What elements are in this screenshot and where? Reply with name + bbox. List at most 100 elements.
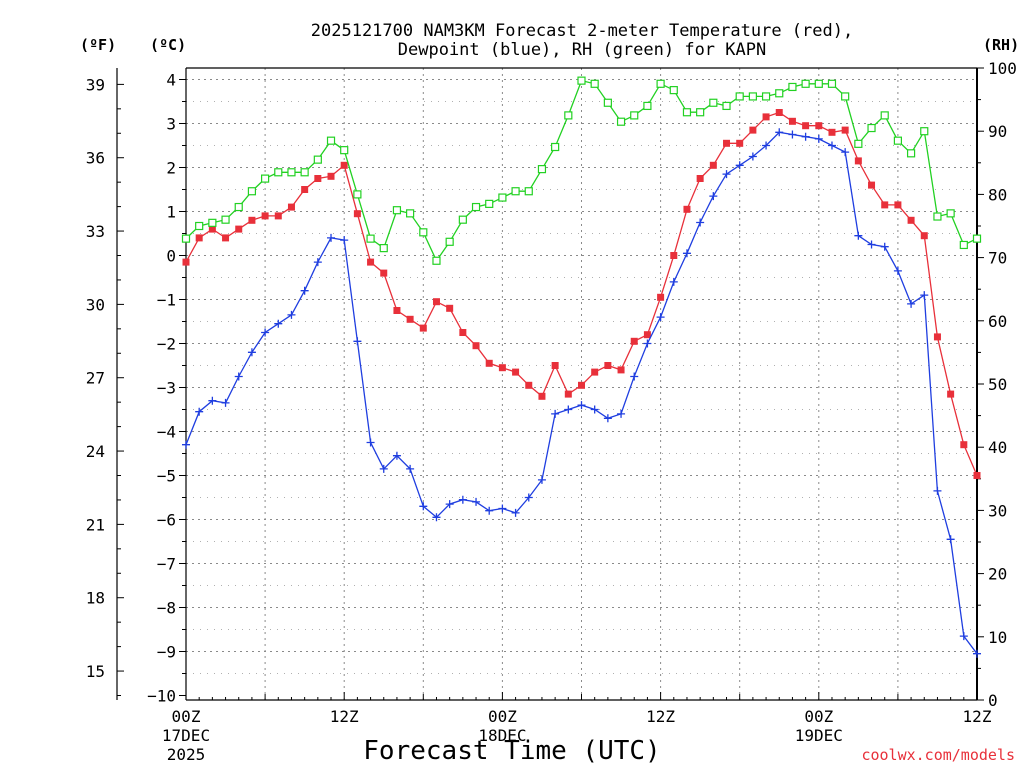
dewpoint-point bbox=[419, 502, 428, 511]
rh-point bbox=[669, 86, 678, 95]
rh-point bbox=[458, 215, 467, 224]
rh-point bbox=[959, 240, 968, 250]
rh-point bbox=[709, 98, 718, 107]
dewpoint-point bbox=[247, 348, 256, 357]
rh-point bbox=[471, 202, 481, 212]
dewpoint-point bbox=[788, 130, 797, 139]
rh-point bbox=[326, 136, 336, 145]
temperature-point bbox=[432, 298, 440, 306]
dewpoint-point bbox=[907, 299, 916, 308]
dewpoint-point bbox=[182, 440, 190, 449]
rh-tick-label: 90 bbox=[988, 122, 1007, 141]
dewpoint-point bbox=[353, 337, 362, 346]
dewpoint-point bbox=[327, 233, 336, 242]
credit-watermark: coolwx.com/models bbox=[861, 746, 1015, 764]
dewpoint-point bbox=[590, 405, 599, 414]
rh-point bbox=[775, 89, 784, 98]
temperature-point bbox=[274, 212, 282, 220]
rh-point bbox=[181, 234, 191, 243]
rh-point bbox=[234, 202, 243, 212]
dewpoint-point bbox=[366, 438, 375, 447]
temperature-point bbox=[208, 225, 216, 233]
celsius-tick-label: −9 bbox=[157, 643, 176, 662]
rh-point bbox=[274, 168, 283, 177]
fahrenheit-unit-label: (ºF) bbox=[80, 36, 116, 54]
fahrenheit-tick-label: 15 bbox=[86, 662, 105, 681]
dewpoint-point bbox=[511, 508, 520, 517]
rh-point bbox=[524, 187, 533, 196]
temperature-point bbox=[578, 381, 585, 389]
dewpoint-point bbox=[827, 141, 836, 150]
temperature-point bbox=[683, 205, 691, 213]
rh-point bbox=[972, 234, 982, 243]
rh-point bbox=[801, 79, 810, 88]
rh-point bbox=[735, 92, 744, 101]
rh-point bbox=[761, 92, 771, 101]
dewpoint-point bbox=[814, 134, 823, 143]
fahrenheit-tick-label: 39 bbox=[86, 75, 105, 94]
temperature-point bbox=[446, 304, 454, 312]
rh-tick-label: 10 bbox=[988, 628, 1007, 647]
dewpoint-point bbox=[340, 236, 349, 245]
dewpoint-point bbox=[959, 632, 968, 641]
rh-point bbox=[643, 101, 652, 111]
axes: 43210−1−2−3−4−5−6−7−8−9−1039363330272421… bbox=[86, 59, 1017, 764]
temperature-point bbox=[841, 126, 849, 134]
dewpoint-point bbox=[722, 170, 731, 179]
rh-point bbox=[419, 228, 428, 237]
temperature-point bbox=[353, 210, 361, 218]
rh-point bbox=[616, 117, 626, 126]
temperature-point bbox=[788, 117, 796, 125]
rh-point bbox=[300, 168, 309, 177]
x-tick-date-label: 17DEC bbox=[162, 726, 210, 745]
rh-point bbox=[551, 142, 560, 152]
temperature-point bbox=[630, 337, 638, 345]
temperature-point bbox=[301, 186, 309, 193]
celsius-tick-label: 3 bbox=[166, 115, 176, 134]
dewpoint-point bbox=[854, 231, 863, 240]
temperature-point bbox=[736, 139, 744, 147]
rh-point bbox=[379, 244, 388, 253]
rh-tick-label: 100 bbox=[988, 59, 1017, 78]
dewpoint-point bbox=[735, 161, 744, 170]
dewpoint-point bbox=[208, 396, 217, 405]
celsius-tick-label: 1 bbox=[166, 203, 176, 222]
temperature-point bbox=[657, 293, 665, 301]
rh-point bbox=[630, 111, 639, 120]
dewpoint-point bbox=[498, 504, 507, 513]
temperature-point bbox=[327, 172, 335, 180]
x-tick-label: 00Z bbox=[804, 707, 833, 726]
dewpoint-point bbox=[234, 372, 243, 381]
dewpoint-point bbox=[432, 513, 441, 522]
dewpoint-point bbox=[564, 405, 573, 414]
fahrenheit-tick-label: 24 bbox=[86, 442, 105, 461]
temperature-point bbox=[709, 161, 717, 169]
rh-point bbox=[445, 237, 454, 246]
rh-tick-label: 20 bbox=[988, 565, 1007, 584]
chart-title-line1: 2025121700 NAM3KM Forecast 2-meter Tempe… bbox=[311, 21, 853, 41]
fahrenheit-tick-label: 21 bbox=[86, 515, 105, 534]
dewpoint-point bbox=[261, 328, 270, 337]
celsius-tick-label: 2 bbox=[166, 159, 176, 178]
dewpoint-point bbox=[841, 148, 850, 157]
rh-point bbox=[432, 256, 441, 265]
x-tick-year-label: 2025 bbox=[167, 745, 206, 764]
temperature-point bbox=[538, 392, 546, 400]
dewpoint-point bbox=[669, 277, 678, 286]
data-series bbox=[181, 76, 982, 658]
temperature-point bbox=[472, 342, 480, 350]
rh-point bbox=[814, 79, 823, 88]
celsius-tick-label: −5 bbox=[157, 467, 176, 486]
rh-point bbox=[696, 108, 705, 117]
dewpoint-point bbox=[577, 401, 586, 410]
temperature-point bbox=[920, 232, 928, 240]
temperature-point bbox=[907, 216, 915, 224]
rh-point bbox=[221, 215, 230, 224]
rh-point bbox=[313, 155, 322, 164]
temperature-point bbox=[643, 331, 651, 339]
dewpoint-point bbox=[445, 500, 454, 509]
rh-point bbox=[498, 193, 507, 202]
rh-point bbox=[841, 92, 850, 101]
